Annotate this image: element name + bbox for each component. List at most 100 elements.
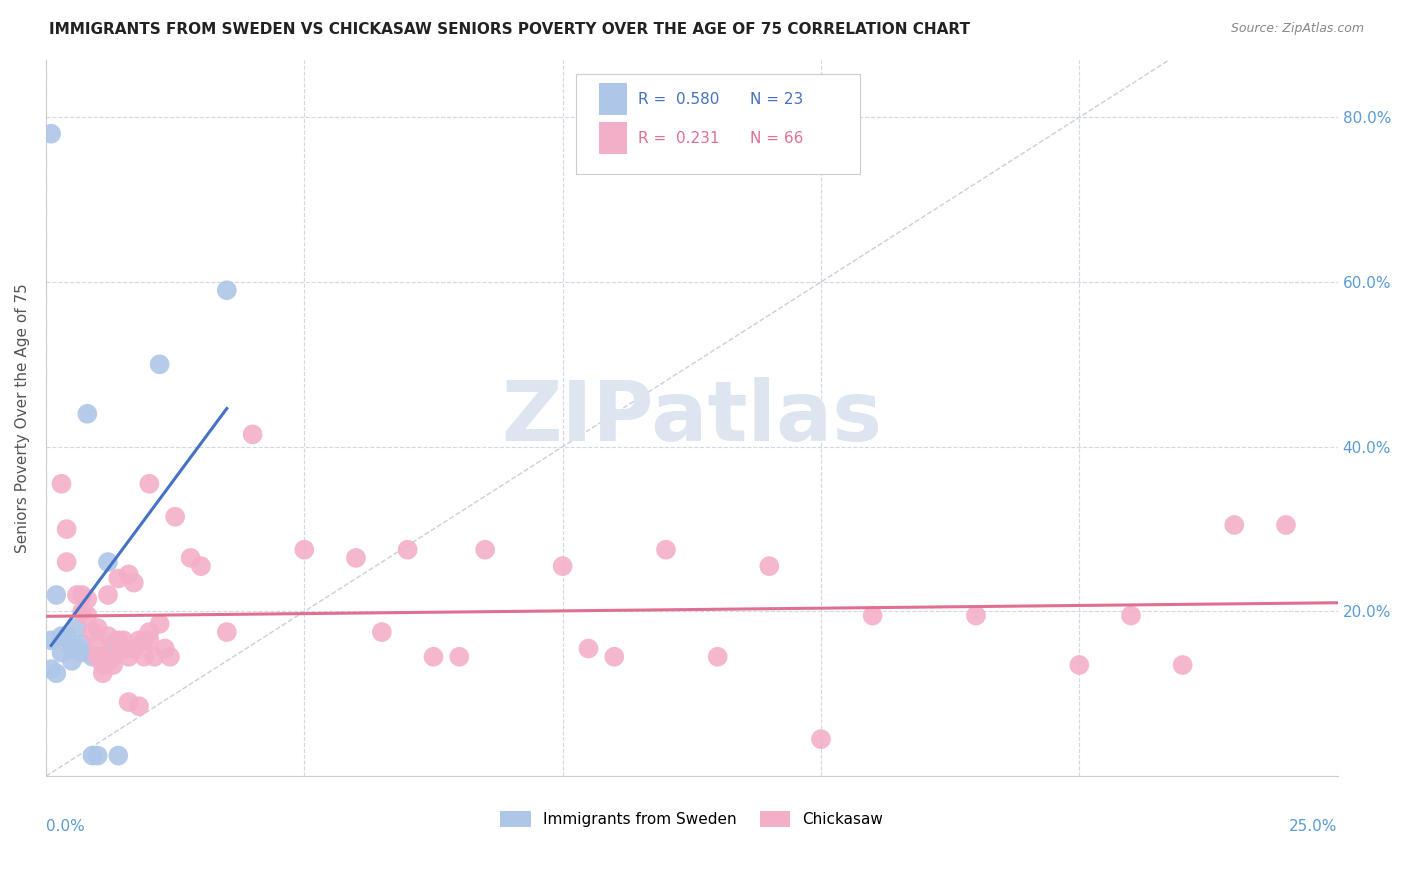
Text: Source: ZipAtlas.com: Source: ZipAtlas.com (1230, 22, 1364, 36)
Point (134, 633, 156, 648)
Point (91, 658, 114, 673)
Point (45, 666, 67, 681)
Point (578, 641, 600, 656)
Text: R =  0.580: R = 0.580 (637, 92, 718, 107)
Point (55, 629, 77, 643)
Point (149, 357, 172, 371)
Point (190, 559, 212, 574)
Point (396, 542, 419, 557)
Point (134, 649, 156, 664)
Text: IMMIGRANTS FROM SWEDEN VS CHICKASAW SENIORS POVERTY OVER THE AGE OF 75 CORRELATI: IMMIGRANTS FROM SWEDEN VS CHICKASAW SENI… (49, 22, 970, 37)
Point (371, 625, 394, 640)
Point (1223, 518, 1246, 533)
Point (97, 629, 120, 643)
Point (1119, 608, 1142, 623)
Point (55, 555, 77, 569)
Text: R =  0.231: R = 0.231 (637, 130, 718, 145)
Point (551, 559, 574, 574)
Point (39, 633, 62, 648)
Point (292, 542, 315, 557)
Text: N = 23: N = 23 (749, 92, 803, 107)
Point (70, 637, 93, 651)
Point (76, 592, 98, 607)
Text: 0.0%: 0.0% (46, 819, 84, 834)
Point (82, 748, 104, 763)
Point (76, 407, 98, 421)
Point (76, 608, 98, 623)
Point (86, 748, 108, 763)
Point (91, 666, 114, 681)
Point (70, 604, 93, 618)
Point (159, 649, 181, 664)
Point (242, 427, 264, 442)
Point (86, 621, 108, 635)
Point (449, 649, 471, 664)
Point (70, 588, 93, 602)
Point (165, 509, 187, 524)
Y-axis label: Seniors Poverty Over the Age of 75: Seniors Poverty Over the Age of 75 (15, 283, 30, 553)
Point (82, 649, 104, 664)
Point (122, 575, 145, 590)
Point (655, 542, 678, 557)
Point (107, 633, 129, 648)
Point (143, 649, 166, 664)
Point (51, 476, 73, 491)
Point (965, 608, 987, 623)
Point (101, 658, 124, 673)
Point (138, 476, 160, 491)
Point (66, 588, 89, 602)
Point (422, 649, 444, 664)
Point (86, 637, 108, 651)
Point (862, 608, 884, 623)
Point (117, 567, 139, 582)
Point (39, 127, 62, 141)
Point (128, 699, 150, 714)
Point (91, 649, 114, 664)
Point (107, 572, 129, 586)
Point (112, 641, 135, 656)
Point (86, 649, 108, 664)
Point (97, 555, 120, 569)
Point (344, 550, 367, 565)
Point (1275, 518, 1298, 533)
Point (101, 637, 124, 651)
Point (97, 588, 120, 602)
Point (706, 649, 728, 664)
Point (51, 629, 73, 643)
Point (1069, 658, 1091, 673)
Point (603, 649, 626, 664)
Text: 25.0%: 25.0% (1289, 819, 1337, 834)
Text: ZIPatlas: ZIPatlas (502, 377, 883, 458)
Point (474, 542, 496, 557)
Point (138, 625, 160, 640)
Point (66, 641, 89, 656)
Point (180, 550, 202, 565)
Point (60, 641, 83, 656)
Text: N = 66: N = 66 (749, 130, 803, 145)
Point (138, 633, 160, 648)
Point (66, 621, 89, 635)
Point (758, 559, 780, 574)
Point (101, 649, 124, 664)
Point (107, 748, 129, 763)
Point (70, 646, 93, 660)
Point (55, 522, 77, 536)
Point (149, 616, 172, 631)
Point (60, 654, 83, 668)
Point (122, 641, 145, 656)
FancyBboxPatch shape (599, 83, 627, 115)
Point (215, 283, 238, 297)
Point (51, 646, 73, 660)
Point (82, 625, 104, 640)
Point (810, 732, 832, 747)
Point (1171, 658, 1194, 673)
Point (117, 695, 139, 709)
Point (128, 633, 150, 648)
FancyBboxPatch shape (575, 74, 859, 174)
Point (39, 662, 62, 676)
FancyBboxPatch shape (599, 122, 627, 154)
Point (112, 633, 135, 648)
Point (153, 641, 176, 656)
Point (97, 654, 120, 668)
Point (45, 588, 67, 602)
